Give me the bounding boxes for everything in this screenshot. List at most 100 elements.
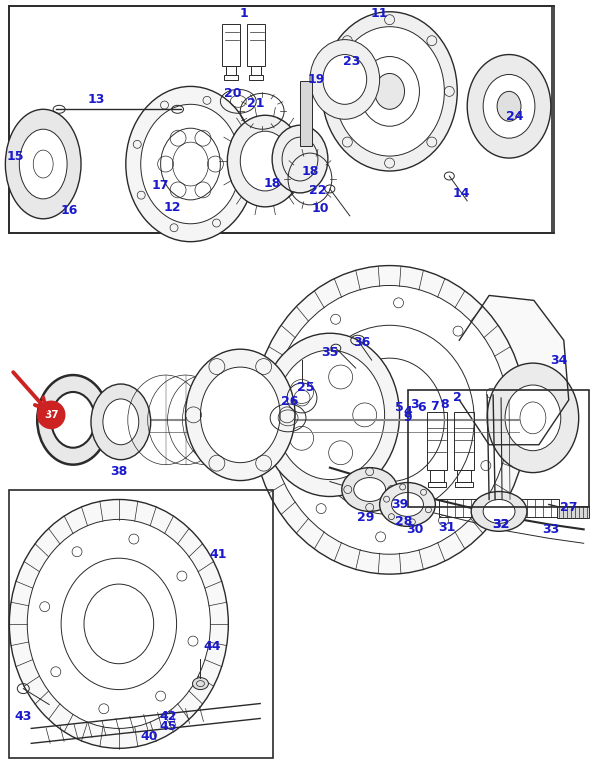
- Ellipse shape: [305, 325, 474, 514]
- Ellipse shape: [374, 74, 404, 109]
- Ellipse shape: [487, 363, 579, 473]
- Text: 4: 4: [403, 405, 412, 418]
- Ellipse shape: [252, 265, 527, 574]
- Ellipse shape: [126, 86, 255, 241]
- Ellipse shape: [360, 57, 419, 126]
- Text: 44: 44: [203, 640, 221, 653]
- Ellipse shape: [61, 558, 176, 690]
- Circle shape: [38, 402, 64, 428]
- Text: 25: 25: [297, 380, 315, 393]
- Text: 33: 33: [542, 523, 559, 536]
- Text: 15: 15: [7, 150, 24, 163]
- Text: 2: 2: [453, 391, 461, 404]
- Text: 10: 10: [311, 203, 329, 215]
- Ellipse shape: [483, 500, 515, 523]
- Text: 27: 27: [560, 501, 577, 514]
- Ellipse shape: [103, 399, 139, 445]
- Bar: [427, 412, 448, 469]
- Text: 12: 12: [164, 201, 181, 214]
- Ellipse shape: [270, 286, 509, 554]
- Text: 5: 5: [395, 401, 404, 414]
- Text: 30: 30: [406, 523, 423, 536]
- Text: 32: 32: [493, 518, 510, 531]
- Text: 14: 14: [452, 187, 470, 200]
- Ellipse shape: [10, 500, 229, 748]
- Ellipse shape: [260, 333, 400, 497]
- Text: 37: 37: [44, 410, 58, 420]
- Text: 6: 6: [417, 401, 426, 414]
- Ellipse shape: [335, 26, 445, 156]
- Text: 9: 9: [403, 411, 412, 424]
- Text: 34: 34: [550, 354, 568, 366]
- Text: 41: 41: [209, 548, 227, 561]
- Text: 29: 29: [357, 511, 374, 524]
- Ellipse shape: [342, 468, 398, 511]
- Text: 8: 8: [440, 398, 449, 411]
- Bar: [439, 500, 559, 518]
- Bar: [455, 482, 473, 487]
- Bar: [224, 75, 238, 81]
- Bar: [407, 390, 589, 508]
- Text: 18: 18: [301, 165, 319, 178]
- Bar: [249, 75, 263, 81]
- Bar: [247, 24, 265, 65]
- Text: 26: 26: [281, 396, 299, 408]
- Ellipse shape: [240, 131, 290, 191]
- Bar: [557, 507, 589, 518]
- Bar: [454, 412, 474, 469]
- Text: 22: 22: [309, 185, 326, 197]
- Ellipse shape: [483, 74, 535, 138]
- Ellipse shape: [310, 40, 380, 120]
- Text: 36: 36: [353, 336, 370, 348]
- Ellipse shape: [380, 483, 436, 526]
- Text: 19: 19: [307, 73, 325, 86]
- Ellipse shape: [91, 384, 151, 459]
- Bar: [223, 24, 240, 65]
- Text: 13: 13: [87, 93, 104, 106]
- Text: 17: 17: [152, 179, 169, 192]
- Text: 24: 24: [506, 109, 524, 123]
- Text: 28: 28: [395, 515, 412, 528]
- Bar: [457, 469, 471, 482]
- Bar: [10, 5, 552, 233]
- Ellipse shape: [19, 129, 67, 199]
- Text: 38: 38: [110, 465, 127, 478]
- Ellipse shape: [323, 54, 367, 104]
- Ellipse shape: [227, 116, 303, 207]
- Text: 45: 45: [160, 720, 178, 733]
- Polygon shape: [459, 296, 569, 445]
- Bar: [428, 482, 446, 487]
- Ellipse shape: [505, 385, 561, 451]
- Text: 20: 20: [224, 87, 241, 100]
- Ellipse shape: [272, 125, 328, 193]
- Text: 21: 21: [247, 97, 265, 110]
- Ellipse shape: [354, 477, 386, 501]
- Ellipse shape: [467, 54, 551, 158]
- Bar: [226, 65, 236, 75]
- Text: 32: 32: [493, 518, 510, 531]
- Ellipse shape: [497, 92, 521, 121]
- Text: 18: 18: [263, 178, 281, 190]
- Text: 35: 35: [321, 345, 338, 359]
- Ellipse shape: [322, 12, 457, 171]
- Text: 23: 23: [343, 55, 361, 68]
- Ellipse shape: [392, 493, 424, 516]
- Text: 42: 42: [160, 710, 178, 723]
- Text: 16: 16: [61, 204, 78, 217]
- Ellipse shape: [27, 519, 211, 729]
- Text: 43: 43: [14, 710, 32, 723]
- Bar: [10, 490, 273, 758]
- Ellipse shape: [185, 349, 295, 480]
- Ellipse shape: [275, 350, 385, 480]
- Text: 11: 11: [371, 7, 388, 20]
- Text: 7: 7: [430, 400, 439, 414]
- Ellipse shape: [5, 109, 81, 219]
- Text: 3: 3: [410, 398, 419, 411]
- Ellipse shape: [193, 677, 208, 690]
- Text: 39: 39: [391, 498, 408, 511]
- Text: 40: 40: [140, 730, 157, 743]
- Ellipse shape: [37, 375, 109, 465]
- Text: 31: 31: [439, 521, 456, 534]
- Bar: [300, 81, 312, 146]
- Ellipse shape: [200, 367, 280, 462]
